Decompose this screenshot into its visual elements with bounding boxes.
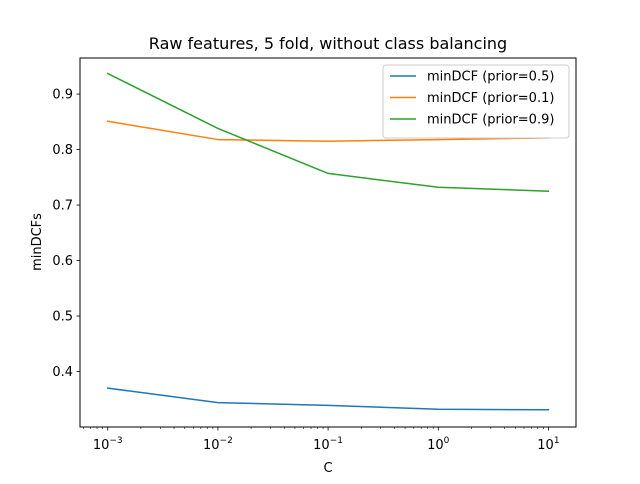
legend-label: minDCF (prior=0.1) <box>427 91 554 106</box>
legend: minDCF (prior=0.5) minDCF (prior=0.1) minD… <box>382 64 570 139</box>
x-tick-base: 10 <box>427 438 444 453</box>
y-tick-label: 0.9 <box>52 88 73 103</box>
x-tick-base: 10 <box>203 438 220 453</box>
x-tick-base: 10 <box>93 438 110 453</box>
y-tick-label: 0.5 <box>52 310 73 325</box>
series-line-3 <box>106 72 550 192</box>
x-tick-exponent: −2 <box>220 436 233 446</box>
x-tick-exponent: 0 <box>444 436 450 446</box>
plot-area <box>106 72 550 411</box>
x-axis: 10−3 10−2 10−1 100 101 <box>83 427 560 453</box>
x-tick-exponent: −1 <box>330 436 343 446</box>
legend-label: minDCF (prior=0.5) <box>427 70 554 85</box>
x-tick-label: 10−1 <box>313 436 343 453</box>
y-tick-label: 0.4 <box>52 365 73 380</box>
series-line-1 <box>106 387 550 411</box>
x-tick-exponent: −3 <box>109 436 122 446</box>
legend-label: minDCF (prior=0.9) <box>427 113 554 128</box>
y-axis-label: minDCFs <box>30 213 45 271</box>
y-axis: 0.4 0.5 0.6 0.7 0.8 0.9 <box>52 88 80 380</box>
x-tick-label: 10−2 <box>203 436 233 453</box>
y-tick-label: 0.6 <box>52 254 73 269</box>
y-tick-label: 0.7 <box>52 199 73 214</box>
x-tick-label: 100 <box>427 436 450 453</box>
x-tick-label: 10−3 <box>93 436 123 453</box>
x-tick-exponent: 1 <box>554 436 560 446</box>
chart-title: Raw features, 5 fold, without class bala… <box>149 34 507 53</box>
series-line-2 <box>106 120 550 142</box>
x-tick-label: 101 <box>537 436 559 453</box>
x-tick-base: 10 <box>313 438 330 453</box>
x-tick-base: 10 <box>537 438 554 453</box>
x-axis-label: C <box>323 461 332 476</box>
legend-box <box>382 64 570 139</box>
y-tick-label: 0.8 <box>52 143 73 158</box>
